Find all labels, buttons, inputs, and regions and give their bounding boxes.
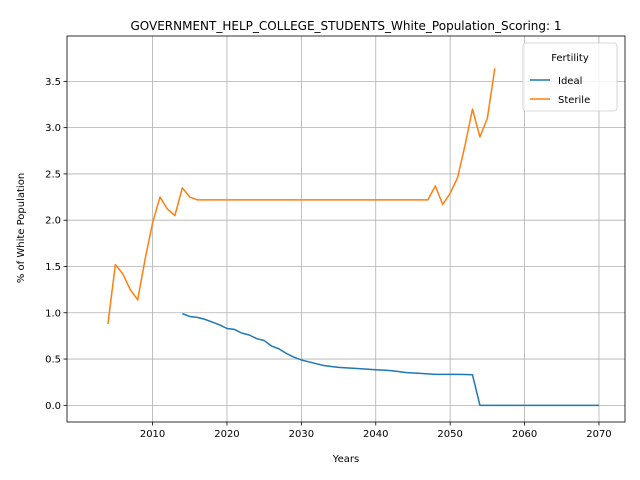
x-tick-label: 2040 bbox=[363, 429, 388, 440]
plot-frame bbox=[66, 35, 626, 423]
legend-box bbox=[522, 42, 618, 112]
y-tick-label: 2.0 bbox=[45, 216, 61, 227]
series-layer bbox=[107, 68, 599, 407]
y-axis: 0.0 0.5 1.0 1.5 2.0 2.5 3.0 3.5 bbox=[45, 77, 67, 412]
x-tick-label: 2030 bbox=[289, 429, 314, 440]
x-tick-label: 2010 bbox=[140, 429, 165, 440]
grid-lines bbox=[67, 36, 625, 422]
legend-label-ideal: Ideal bbox=[558, 76, 582, 87]
series-line-ideal bbox=[182, 312, 599, 407]
legend: Fertility Ideal Sterile bbox=[522, 42, 618, 112]
x-axis-label: Years bbox=[332, 454, 359, 465]
y-tick-label: 1.5 bbox=[45, 262, 61, 273]
x-axis: 2010 2020 2030 2040 2050 2060 2070 bbox=[140, 422, 612, 440]
y-tick-label: 2.5 bbox=[45, 169, 61, 180]
y-tick-label: 1.0 bbox=[45, 308, 61, 319]
y-axis-label: % of White Population bbox=[16, 173, 27, 283]
y-tick-label: 3.5 bbox=[45, 77, 61, 88]
chart-title: GOVERNMENT_HELP_COLLEGE_STUDENTS_White_P… bbox=[130, 19, 561, 33]
x-tick-label: 2020 bbox=[214, 429, 239, 440]
legend-label-sterile: Sterile bbox=[558, 95, 590, 106]
x-tick-label: 2070 bbox=[586, 429, 611, 440]
legend-title: Fertility bbox=[551, 53, 589, 64]
y-tick-label: 3.0 bbox=[45, 123, 61, 134]
series-line-sterile bbox=[107, 68, 496, 324]
y-tick-label: 0.5 bbox=[45, 355, 61, 366]
x-tick-label: 2060 bbox=[512, 429, 537, 440]
y-tick-label: 0.0 bbox=[45, 401, 61, 412]
x-tick-label: 2050 bbox=[437, 429, 462, 440]
